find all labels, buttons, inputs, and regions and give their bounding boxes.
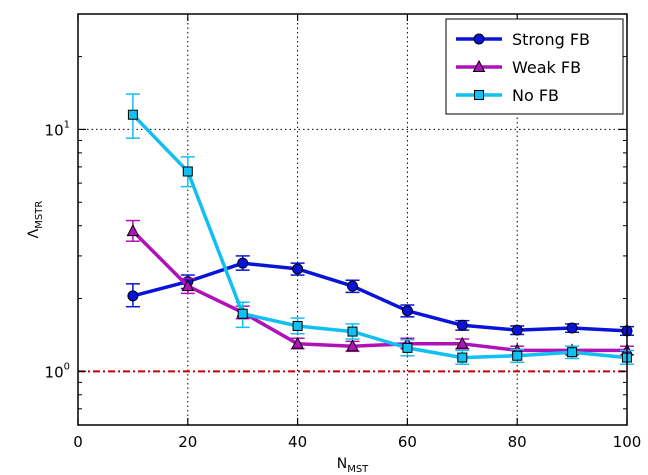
data-point-weak-fb [126,223,140,237]
y-axis-label: ΛMSTR [26,201,45,239]
legend-label-no-fb: No FB [512,86,559,105]
x-tick-label: 0 [73,433,83,451]
y-axis-label-base: Λ [26,228,42,238]
x-axis-label-base: N [337,456,347,472]
series-group [125,93,634,365]
y-axis-label-sub: MSTR [34,201,45,229]
x-axis-label: NMST [337,456,369,475]
legend-marker-no-fb [474,90,484,100]
series-no-fb [125,93,634,365]
series-weak-fb [125,219,634,356]
legend-label-weak-fb: Weak FB [512,58,581,77]
x-tick-label: 40 [288,433,307,451]
legend-label-strong-fb: Strong FB [512,30,590,49]
data-point-strong-fb [237,257,249,269]
y-tick-label-exponent: 1 [64,119,70,130]
y-tick-label: 101 [45,119,70,139]
y-tick-label: 100 [45,361,70,381]
data-point-no-fb [237,308,248,319]
data-point-weak-fb [181,279,195,292]
data-point-strong-fb [127,290,139,302]
x-axis-label-sub: MST [347,464,369,475]
data-point-no-fb [182,166,193,177]
y-tick-label-base: 10 [45,121,64,139]
x-tick-label: 100 [613,433,642,451]
data-point-strong-fb [401,305,413,317]
data-point-strong-fb [456,319,468,331]
data-point-no-fb [292,320,303,331]
data-point-no-fb [567,347,578,358]
y-tick-label-base: 10 [45,363,64,381]
data-point-no-fb [347,326,358,337]
series-line-strong-fb [132,261,628,333]
x-tick-label: 20 [178,433,197,451]
data-point-no-fb [512,350,523,361]
x-tick-label: 80 [508,433,527,451]
data-point-weak-fb [346,339,359,352]
x-tick-label: 60 [398,433,417,451]
legend-marker-strong-fb [473,33,485,45]
data-point-strong-fb [347,280,358,292]
y-tick-label-exponent: 0 [64,361,70,372]
data-point-no-fb [402,342,413,353]
data-point-strong-fb [292,263,304,275]
plot-frame [77,13,628,426]
legend-marker-weak-fb [472,59,486,72]
series-line-weak-fb [131,229,627,353]
data-point-no-fb [457,352,468,363]
series-strong-fb [125,255,634,337]
data-point-strong-fb [511,324,523,336]
data-point-strong-fb [566,322,578,334]
data-point-no-fb [127,109,138,120]
data-point-weak-fb [291,336,304,349]
data-point-weak-fb [455,336,469,349]
legend: Strong FB Weak FB No FB [445,18,624,115]
series-line-no-fb [131,113,628,360]
